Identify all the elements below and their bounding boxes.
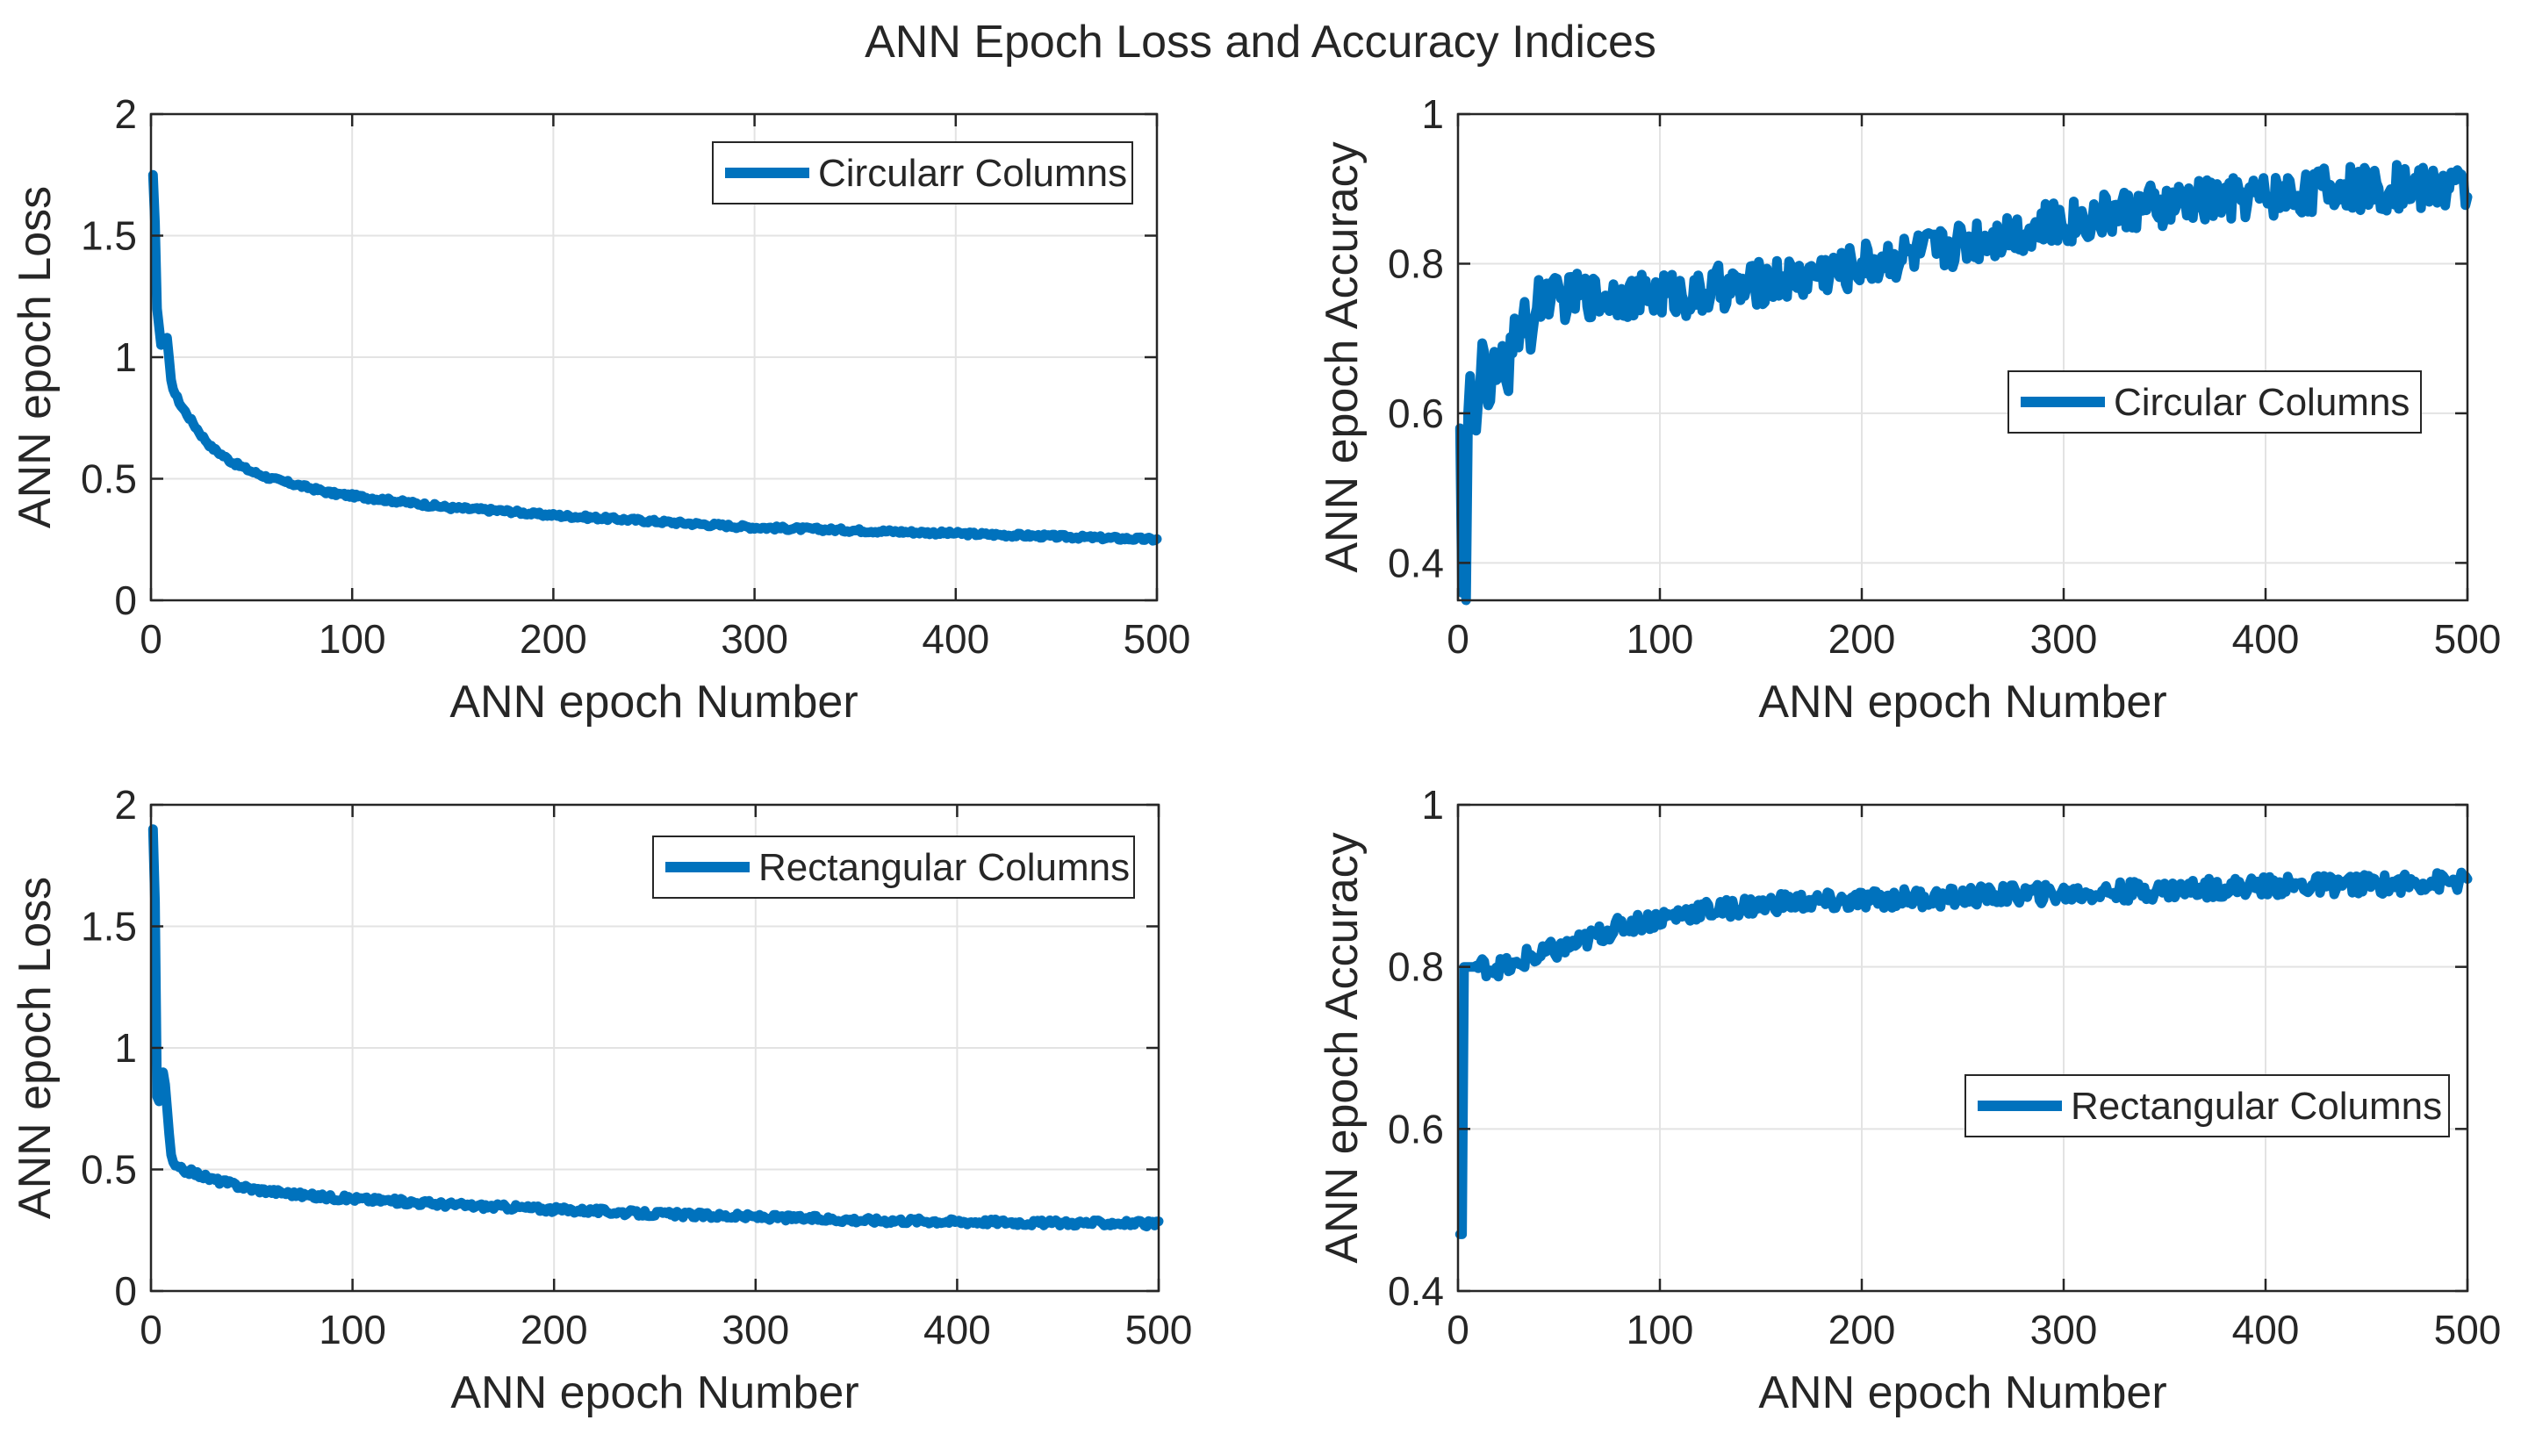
x-tick-label: 100 <box>319 616 386 662</box>
y-tick-label: 0.6 <box>1388 391 1444 436</box>
legend-label: Circular Columns <box>2114 381 2410 424</box>
y-tick-label: 2 <box>114 782 137 828</box>
y-tick-label: 0 <box>114 1268 137 1314</box>
x-tick-label: 0 <box>140 1307 162 1352</box>
x-tick-label: 0 <box>1447 1307 1469 1352</box>
legend: Circular Columns <box>2007 370 2422 434</box>
series-line-circular-columns <box>1454 160 2473 606</box>
x-axis-label: ANN epoch Number <box>1758 677 2166 728</box>
legend-label: Rectangular Columns <box>758 846 1130 889</box>
series-line-rectangular-columns <box>147 824 1164 1232</box>
x-tick-label: 300 <box>722 1307 789 1352</box>
y-tick-label: 0.5 <box>81 456 137 502</box>
x-tick-label: 0 <box>140 616 162 662</box>
y-tick-label: 0.5 <box>81 1147 137 1193</box>
y-tick-label: 0.6 <box>1388 1106 1444 1151</box>
x-tick-label: 500 <box>2434 1307 2502 1352</box>
x-tick-label: 300 <box>2030 1307 2098 1352</box>
y-tick-label: 0.8 <box>1388 944 1444 990</box>
y-tick-label: 1 <box>114 334 137 380</box>
legend-label: Circularr Columns <box>818 152 1127 195</box>
x-tick-label: 500 <box>1125 1307 1193 1352</box>
legend: Circularr Columns <box>712 141 1133 204</box>
subplot-bottom-left: 0 100 200 300 400 500 0 0.5 1 1.5 2 ANN epoch Numbe… <box>10 782 1192 1418</box>
y-tick-label: 1 <box>114 1025 137 1071</box>
y-tick-label: 1.5 <box>81 904 137 950</box>
y-tick-label: 0 <box>114 577 137 623</box>
axes-box <box>1456 803 2469 1293</box>
y-axis-label: ANN epoch Loss <box>10 877 61 1219</box>
x-axis-label: ANN epoch Number <box>449 677 858 728</box>
x-tick-label: 100 <box>1627 616 1694 662</box>
legend-label: Rectangular Columns <box>2071 1085 2442 1128</box>
y-tick-label: 1.5 <box>81 213 137 259</box>
x-tick-label: 300 <box>721 616 788 662</box>
x-tick-label: 200 <box>1828 616 1896 662</box>
y-tick-label: 1 <box>1421 91 1444 137</box>
y-tick-label: 0.4 <box>1388 540 1444 585</box>
x-tick-label: 200 <box>521 1307 588 1352</box>
x-tick-label: 400 <box>2232 1307 2300 1352</box>
y-tick-label: 0.8 <box>1388 240 1444 286</box>
x-tick-label: 300 <box>2030 616 2098 662</box>
y-axis-label: ANN epoch Loss <box>10 186 61 528</box>
x-tick-label: 200 <box>1828 1307 1896 1352</box>
subplot-bottom-right: 0 100 200 300 400 500 0.4 0.6 0.8 1 ANN epoch Numb… <box>1317 782 2501 1418</box>
x-tick-label: 500 <box>1124 616 1191 662</box>
legend: Rectangular Columns <box>1964 1074 2450 1137</box>
subplot-top-left: 0 100 200 300 400 500 0 0.5 1 1.5 2 ANN epoch Numbe… <box>10 91 1190 728</box>
y-axis-label: ANN epoch Accuracy <box>1317 832 1368 1263</box>
subplot-top-right: 0 100 200 300 400 500 0.4 0.6 0.8 1 ANN epoch Numb… <box>1317 91 2501 728</box>
y-tick-label: 0.4 <box>1388 1268 1444 1314</box>
y-tick-label: 1 <box>1421 782 1444 828</box>
x-tick-label: 100 <box>1627 1307 1694 1352</box>
x-tick-label: 0 <box>1447 616 1469 662</box>
x-tick-label: 100 <box>319 1307 386 1352</box>
legend: Rectangular Columns <box>652 836 1135 899</box>
y-axis-label: ANN epoch Accuracy <box>1317 141 1368 572</box>
series-line-rectangular-columns <box>1454 867 2473 1239</box>
legend-box <box>652 836 1135 899</box>
figure-title: ANN Epoch Loss and Accuracy Indices <box>865 17 1656 68</box>
x-tick-label: 400 <box>922 616 989 662</box>
x-tick-label: 400 <box>923 1307 991 1352</box>
series-line-circularr-columns <box>147 169 1162 546</box>
x-tick-label: 400 <box>2232 616 2300 662</box>
y-tick-label: 2 <box>114 91 137 137</box>
x-axis-label: ANN epoch Number <box>450 1367 858 1418</box>
x-axis-label: ANN epoch Number <box>1758 1367 2166 1418</box>
axes-box <box>1456 112 2469 602</box>
x-tick-label: 500 <box>2434 616 2502 662</box>
x-tick-label: 200 <box>520 616 587 662</box>
